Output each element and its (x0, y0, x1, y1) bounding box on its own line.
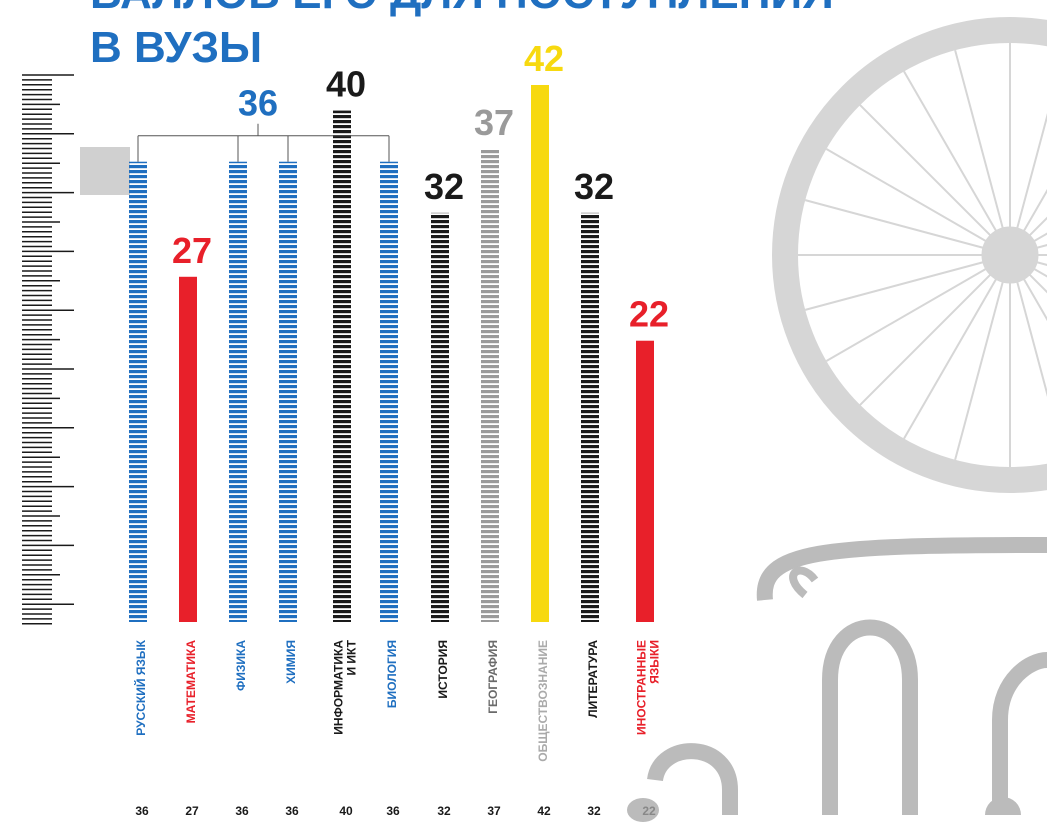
category-label: ГЕОГРАФИЯ (486, 640, 500, 714)
category-label: МАТЕМАТИКА (184, 640, 198, 724)
bar (531, 85, 549, 622)
bottom-value-label: 42 (537, 804, 551, 818)
value-label: 27 (172, 230, 212, 271)
value-label: 32 (424, 166, 464, 207)
category-label: ИСТОРИЯ (436, 640, 450, 699)
bottom-value-label: 22 (642, 804, 656, 818)
bar (179, 277, 197, 622)
value-label: 32 (574, 166, 614, 207)
spoke (1024, 71, 1047, 230)
spoke (1017, 50, 1047, 228)
bottom-value-label: 40 (339, 804, 353, 818)
category-label: ИНОСТРАННЫЕ (635, 640, 649, 735)
category-label: ЯЗЫКИ (648, 640, 662, 684)
bar (333, 111, 351, 622)
bottom-value-label: 32 (437, 804, 451, 818)
category-label: ХИМИЯ (284, 640, 298, 684)
value-label: 36 (238, 83, 278, 124)
bar (279, 162, 297, 622)
category-label: ФИЗИКА (234, 640, 248, 691)
bottom-value-label: 36 (235, 804, 249, 818)
chart: БАЛЛОВ ЕГЭ ДЛЯ ПОСТУПЛЕНИЯ В ВУЗЫ 36 РУСС… (0, 0, 1047, 829)
bar (129, 162, 147, 622)
value-label: 42 (524, 38, 564, 79)
bar (481, 149, 499, 622)
bar (431, 213, 449, 622)
category-label: РУССКИЙ ЯЗЫК (133, 639, 148, 735)
bar (636, 341, 654, 622)
value-label: 37 (474, 102, 514, 143)
category-label: И ИКТ (345, 639, 359, 675)
spoke (1024, 279, 1047, 438)
bar (581, 213, 599, 622)
value-label: 22 (629, 294, 669, 335)
chart-title: БАЛЛОВ ЕГЭ ДЛЯ ПОСТУПЛЕНИЯ (90, 0, 834, 18)
category-label: БИОЛОГИЯ (385, 640, 399, 708)
bar (229, 162, 247, 622)
bottom-value-label: 36 (135, 804, 149, 818)
category-label: ОБЩЕСТВОЗНАНИЕ (536, 640, 550, 762)
spoke (860, 275, 990, 405)
bottom-value-label: 32 (587, 804, 601, 818)
decor (627, 30, 1047, 822)
chart-title: В ВУЗЫ (90, 23, 262, 72)
bar (380, 162, 398, 622)
ruler (22, 75, 74, 624)
bottom-value-label: 36 (386, 804, 400, 818)
category-label: ЛИТЕРАТУРА (586, 640, 600, 718)
decor-square (80, 147, 130, 195)
bottom-value-label: 36 (285, 804, 299, 818)
spoke (860, 105, 990, 235)
spoke (1017, 282, 1047, 460)
bottom-value-label: 27 (185, 804, 199, 818)
value-label: 40 (326, 64, 366, 105)
category-label: ИНФОРМАТИКА (332, 640, 346, 735)
bottom-value-label: 37 (487, 804, 501, 818)
